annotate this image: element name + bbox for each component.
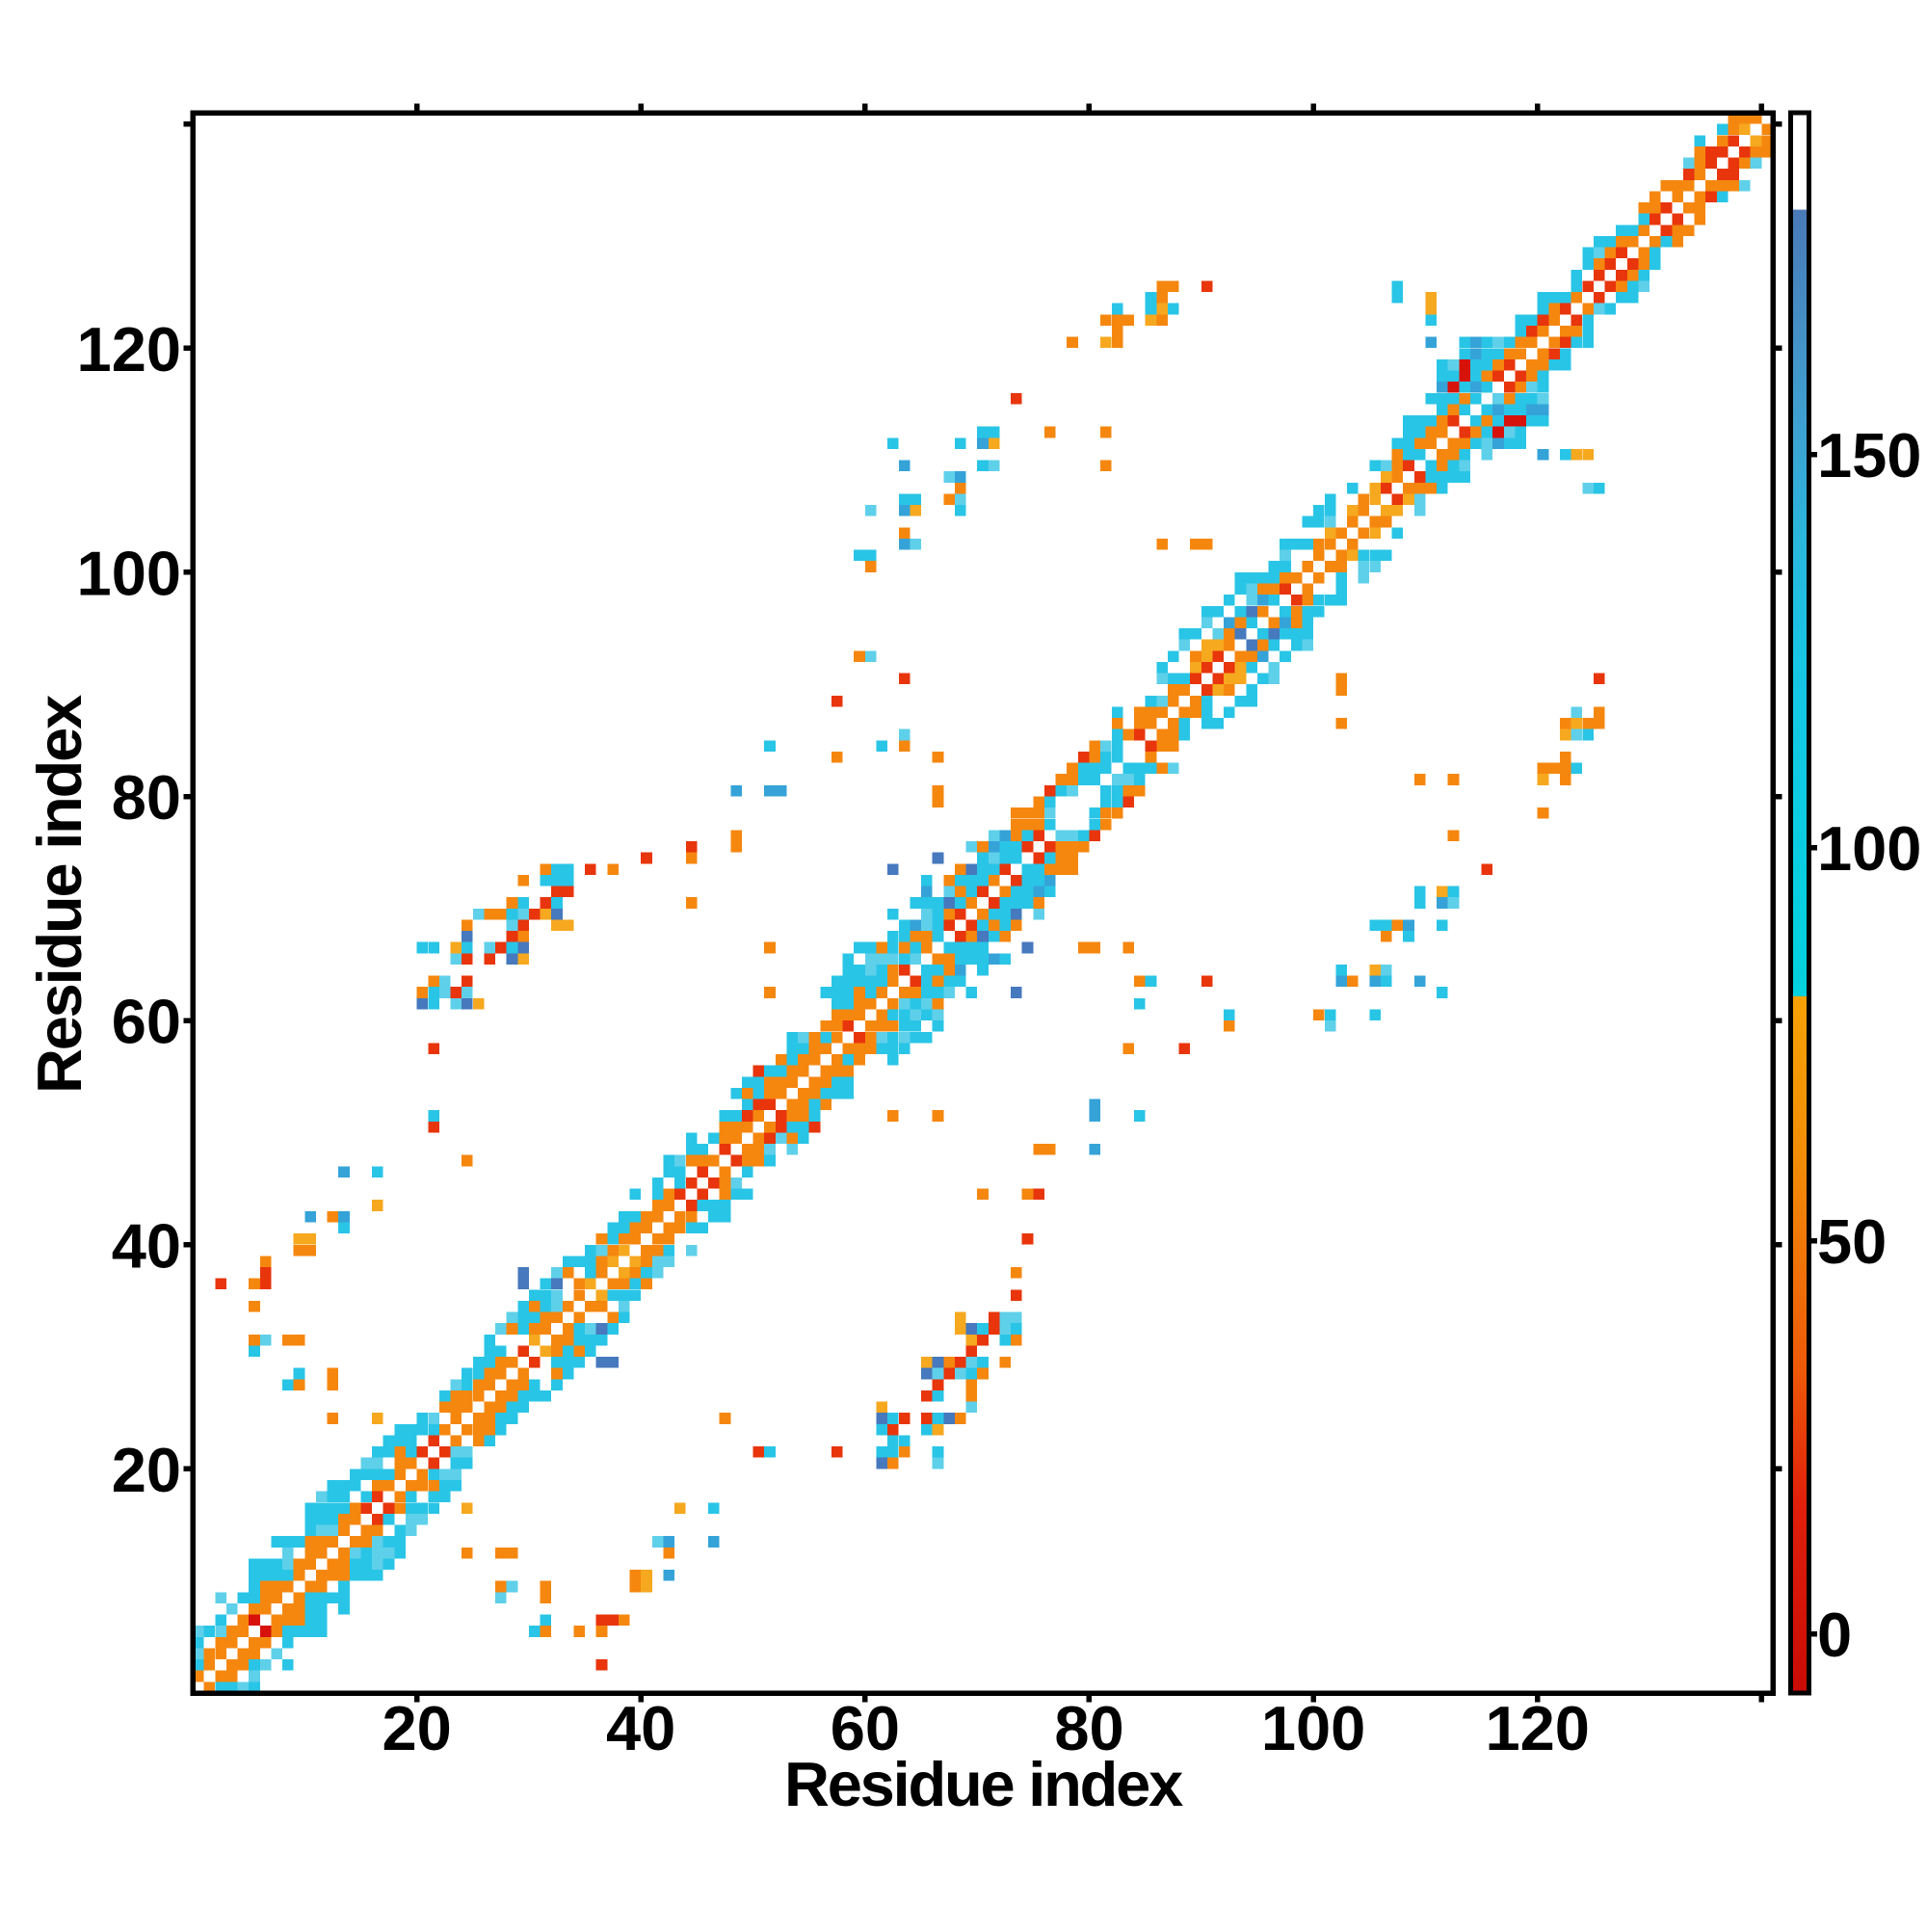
svg-text:0: 0 [1817, 1600, 1852, 1670]
svg-text:60: 60 [112, 987, 181, 1057]
svg-text:40: 40 [606, 1693, 675, 1763]
svg-text:Residue index: Residue index [784, 1749, 1183, 1819]
svg-text:80: 80 [112, 762, 181, 833]
svg-text:40: 40 [112, 1210, 181, 1281]
svg-text:80: 80 [1054, 1693, 1123, 1763]
svg-text:60: 60 [831, 1693, 900, 1763]
svg-text:20: 20 [112, 1435, 181, 1505]
svg-text:100: 100 [1817, 813, 1921, 884]
svg-text:150: 150 [1817, 420, 1921, 490]
svg-text:20: 20 [382, 1693, 451, 1763]
svg-text:100: 100 [77, 538, 181, 608]
svg-text:100: 100 [1261, 1693, 1365, 1763]
svg-text:50: 50 [1817, 1206, 1887, 1277]
svg-text:Residue index: Residue index [24, 695, 94, 1094]
svg-text:120: 120 [1485, 1693, 1589, 1763]
svg-text:120: 120 [77, 314, 181, 384]
